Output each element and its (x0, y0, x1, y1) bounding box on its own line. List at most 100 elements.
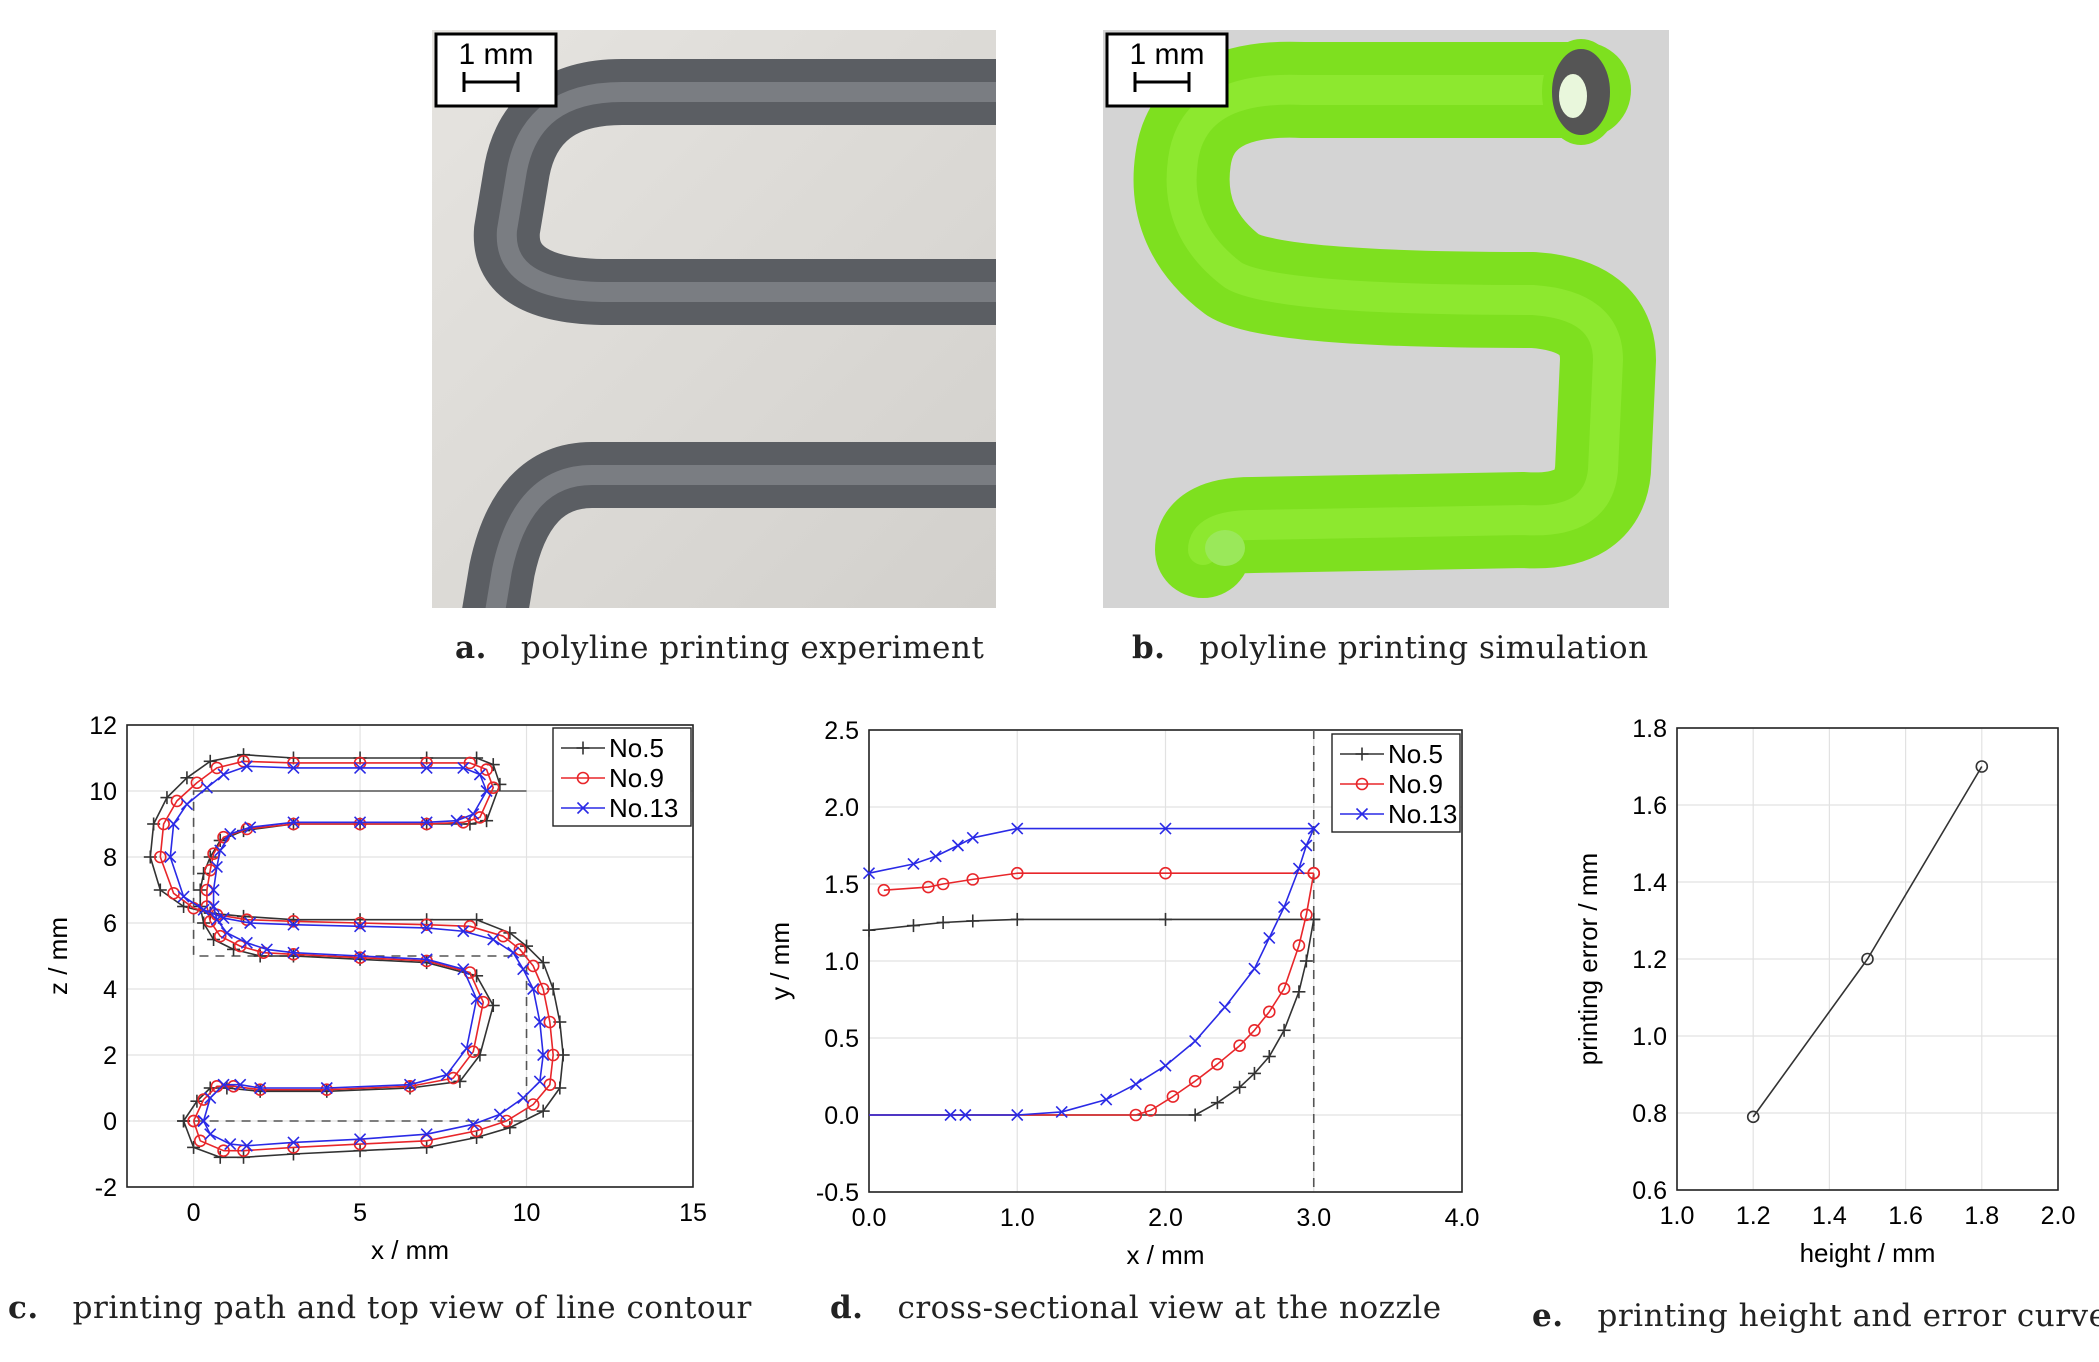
data-point (1307, 866, 1321, 880)
data-point (1247, 1066, 1261, 1080)
data-point (197, 867, 211, 880)
data-point (503, 926, 517, 940)
legend-marker (576, 801, 590, 815)
x-tick-label: 4.0 (1445, 1204, 1480, 1232)
y-tick-label: 0.6 (1632, 1177, 1667, 1205)
x-tick-label: 5 (353, 1199, 367, 1227)
data-point (353, 761, 367, 774)
legend: No.5No.9No.13 (1331, 733, 1461, 833)
data-point (200, 781, 213, 794)
data-point (517, 1091, 530, 1104)
data-point (153, 850, 167, 864)
data-point (180, 771, 194, 785)
x-tick-label: 1.6 (1888, 1202, 1923, 1230)
y-tick-label: -0.5 (816, 1179, 859, 1207)
data-point (164, 850, 177, 864)
data-point (457, 925, 470, 938)
data-point (533, 1075, 546, 1088)
y-tick-label: 1.0 (824, 948, 859, 976)
data-point (496, 929, 510, 943)
caption-d: d. cross-sectional view at the nozzle (830, 1290, 1442, 1326)
data-point (420, 953, 433, 966)
data-point (467, 808, 480, 821)
panel-d: 0.0 1.0 2.0 3.0 4.0 -0.5 0.0 0.5 1.0 1.5 2.0 2.5 x /… (760, 700, 1520, 1280)
data-point (286, 1147, 300, 1161)
data-point (1159, 822, 1172, 835)
data-point (1218, 1001, 1231, 1014)
plot-frame (1676, 727, 2059, 1191)
data-point (353, 949, 367, 963)
caption-b: b. polyline printing simulation (1132, 630, 1649, 666)
data-point (353, 920, 367, 933)
scale-label-b: 1 mm (1130, 38, 1205, 71)
data-point (353, 1144, 367, 1158)
data-point (473, 811, 487, 824)
data-point (287, 946, 300, 959)
data-point (1010, 866, 1024, 880)
series-no5 (862, 912, 1321, 1122)
data-point (207, 900, 220, 913)
data-point (353, 1133, 367, 1146)
data-point (513, 943, 527, 956)
x-tick-label: 1.4 (1812, 1202, 1847, 1230)
data-point (240, 936, 253, 949)
scale-bar-box-a (434, 32, 558, 108)
data-point (320, 1083, 334, 1096)
data-point (204, 1091, 217, 1104)
data-point (1299, 954, 1313, 968)
data-point (1010, 912, 1024, 926)
data-point (153, 883, 167, 897)
data-point (1746, 1110, 1760, 1124)
data-point (543, 1015, 557, 1029)
y-tick-label: 1.4 (1632, 869, 1667, 897)
data-point (287, 816, 300, 829)
data-point (197, 1114, 210, 1128)
x-axis-label: height / mm (1800, 1238, 1936, 1268)
y-tick-label: 0.0 (824, 1102, 859, 1130)
data-point (1210, 1096, 1224, 1110)
series-no9 (869, 866, 1321, 1122)
data-point (1861, 952, 1874, 966)
data-point (237, 909, 251, 923)
caption-e: e. printing height and error curve (1532, 1298, 2099, 1334)
data-point (1248, 962, 1261, 975)
data-point (951, 839, 965, 852)
data-point (966, 873, 980, 886)
y-tick-label: 2 (103, 1042, 117, 1070)
data-point (877, 883, 891, 897)
data-point (440, 1068, 453, 1081)
y-tick-label: 1.0 (1632, 1023, 1667, 1051)
nozzle-end-bottom (1205, 530, 1245, 566)
data-point (197, 903, 210, 916)
data-point (466, 1045, 480, 1059)
scale-label-a: 1 mm (459, 38, 534, 71)
legend-entry: No.5 (609, 733, 664, 763)
data-point (553, 1081, 567, 1095)
data-point (353, 916, 367, 930)
data-point (1262, 1049, 1276, 1063)
data-point (210, 761, 224, 775)
data-point (200, 883, 214, 897)
data-point (353, 951, 367, 964)
data-point (1159, 1059, 1172, 1072)
x-tick-label: 1.0 (1660, 1202, 1695, 1230)
legend-entry: No.9 (1388, 769, 1443, 799)
data-point (500, 1114, 513, 1128)
x-tick-label: 1.8 (1964, 1202, 1999, 1230)
data-point (167, 817, 180, 831)
data-point (287, 817, 300, 831)
x-tick-label: 2.0 (1148, 1204, 1183, 1232)
data-point (287, 1136, 300, 1149)
data-point (244, 916, 257, 930)
panel-a: 1 mm (432, 30, 996, 636)
y-axis-label: y / mm (765, 922, 795, 1000)
series-line-upper (868, 918, 1314, 931)
data-point (1263, 931, 1276, 944)
data-point (167, 887, 180, 900)
data-point (536, 1104, 550, 1118)
x-tick-label: 15 (679, 1199, 707, 1227)
data-point (234, 1078, 247, 1091)
data-point (457, 761, 470, 774)
legend-box (552, 727, 692, 827)
data-point (446, 1071, 460, 1085)
